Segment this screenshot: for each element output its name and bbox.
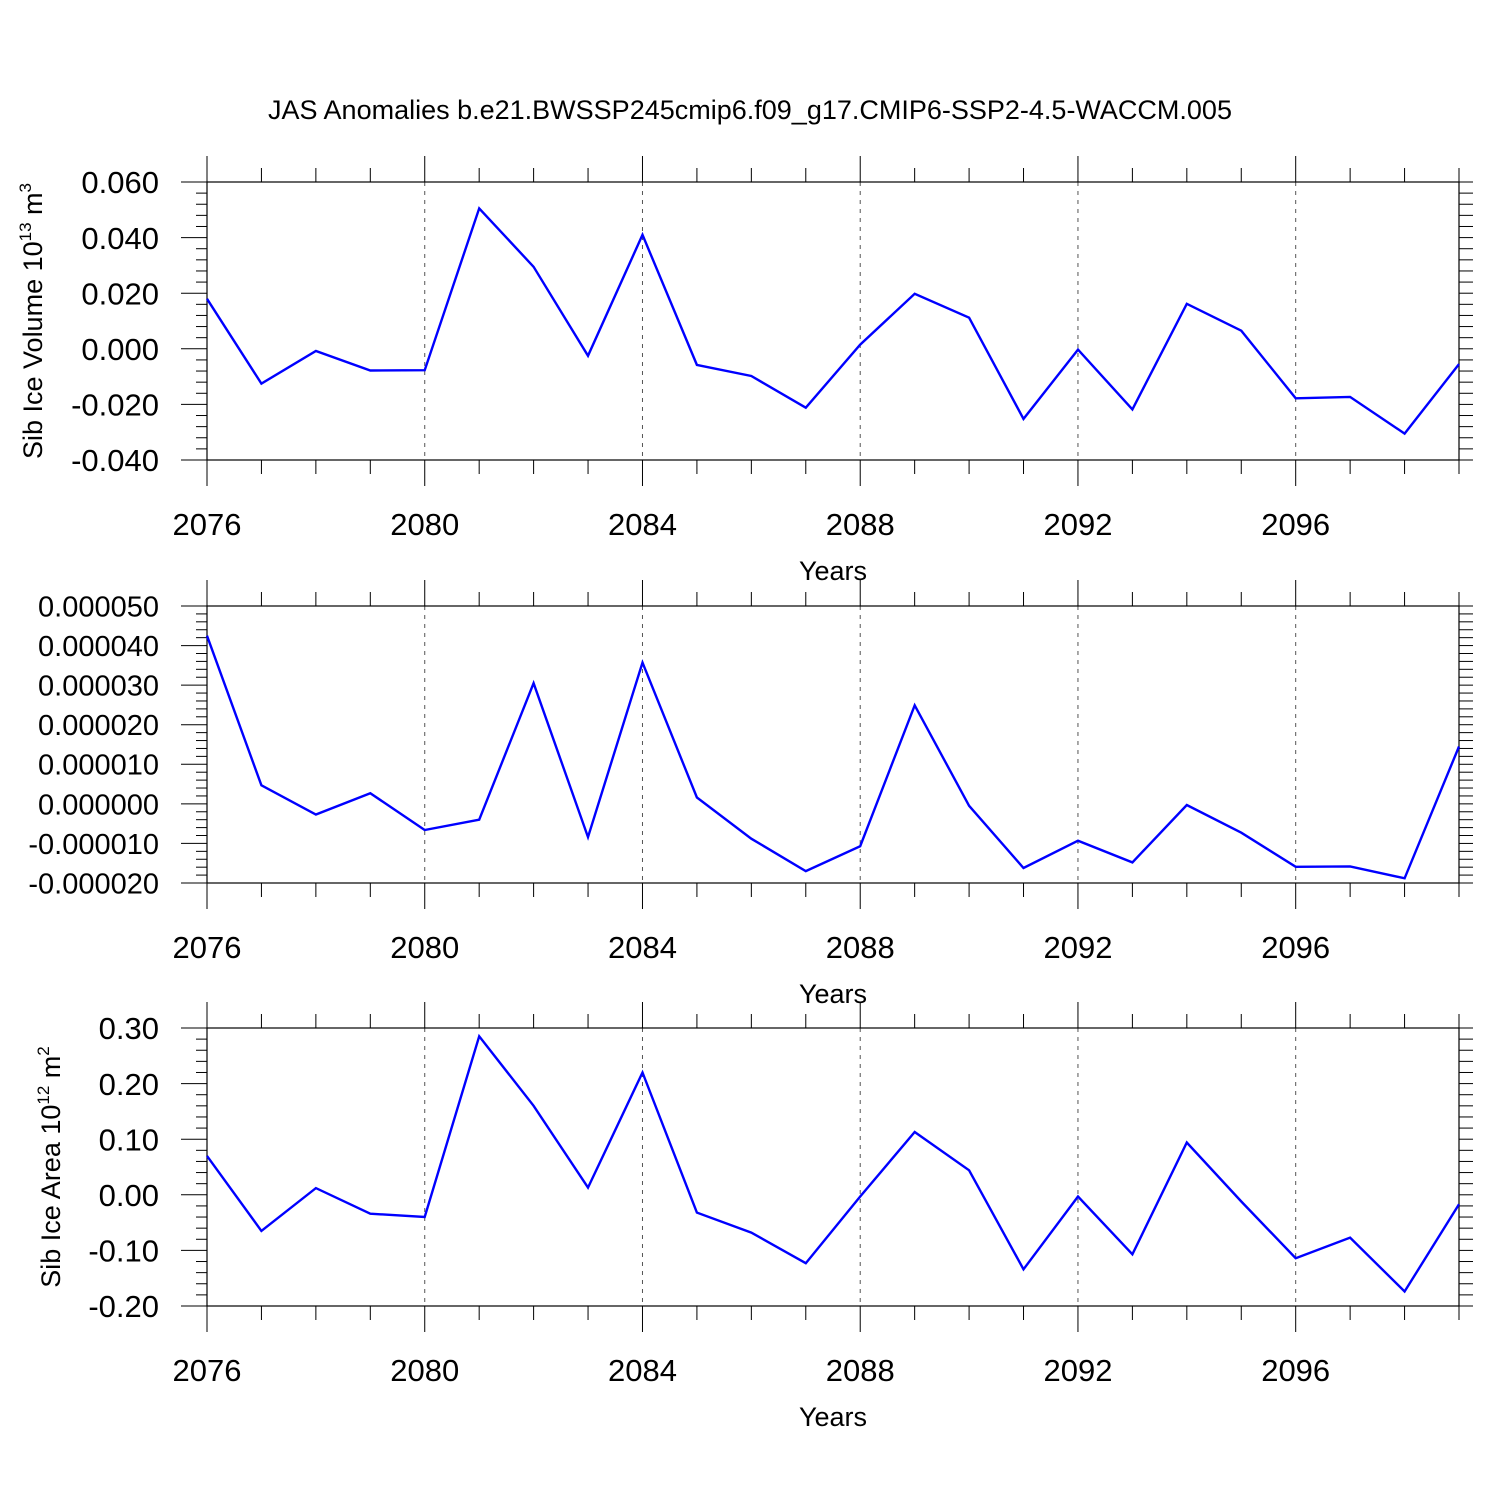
x-tick-label: 2088 <box>826 507 895 542</box>
y-tick-label: 0.000030 <box>38 671 159 703</box>
x-tick-label: 2092 <box>1043 507 1112 542</box>
panels: -0.040 -0.020 0.000 0.020 0.040 0.060 2076 2080… <box>16 156 1473 1432</box>
x-tick-label: 2088 <box>826 1353 895 1388</box>
x-tick-label: 2096 <box>1261 507 1330 542</box>
x-tick-label: 2080 <box>390 507 459 542</box>
y-tick-label: 0.000020 <box>38 710 159 742</box>
x-tick-label: 2092 <box>1043 1353 1112 1388</box>
y-axis-label: Sib Ice Area 1012 m2 <box>34 1046 66 1288</box>
y-tick-label: 0.000010 <box>38 750 159 782</box>
chart-panel-2: -0.000020 -0.000010 0.000000 0.000010 0.0000… <box>28 580 1473 1009</box>
y-tick-label: -0.040 <box>71 443 159 478</box>
chart-panel-1: -0.040 -0.020 0.000 0.020 0.040 0.060 2076 2080… <box>16 156 1473 586</box>
y-tick-label: 0.040 <box>81 221 159 256</box>
x-tick-label: 2096 <box>1261 1353 1330 1388</box>
series-line <box>205 206 1460 436</box>
y-tick-label: 0.00 <box>99 1178 159 1213</box>
x-axis-label: Years <box>799 979 867 1009</box>
y-tick-label: 0.000 <box>81 332 159 367</box>
y-tick-label: 0.000040 <box>38 631 159 663</box>
figure-title: JAS Anomalies b.e21.BWSSP245cmip6.f09_g1… <box>268 95 1232 125</box>
y-tick-label: -0.020 <box>71 388 159 423</box>
x-tick-label: 2076 <box>173 507 242 542</box>
x-tick-label: 2080 <box>390 930 459 965</box>
y-tick-label: -0.10 <box>88 1234 159 1269</box>
x-axis-label: Years <box>799 556 867 586</box>
y-tick-label: -0.20 <box>88 1289 159 1324</box>
x-tick-label: 2076 <box>173 1353 242 1388</box>
x-axis-label: Years <box>799 1402 867 1432</box>
series-line <box>206 1033 1461 1294</box>
x-tick-label: 2084 <box>608 507 677 542</box>
y-tick-label: 0.20 <box>99 1067 159 1102</box>
y-tick-label: 0.30 <box>99 1011 159 1046</box>
y-tick-label: 0.000000 <box>38 789 159 821</box>
y-axis-label: Sib Ice Volume 1013 m3 <box>16 183 48 459</box>
plot-frame <box>206 605 1460 884</box>
x-tick-label: 2080 <box>390 1353 459 1388</box>
plot-frame <box>206 1027 1460 1307</box>
x-tick-label: 2084 <box>608 930 677 965</box>
y-tick-label: 0.060 <box>81 165 159 200</box>
plot-frame <box>206 181 1460 461</box>
y-tick-label: -0.000020 <box>28 868 159 900</box>
x-tick-label: 2084 <box>608 1353 677 1388</box>
y-tick-label: 0.10 <box>99 1122 159 1157</box>
x-tick-label: 2088 <box>826 930 895 965</box>
y-tick-label: 0.020 <box>81 276 159 311</box>
y-tick-label: 0.000050 <box>38 591 159 623</box>
chart-panel-3: -0.20 -0.10 0.00 0.10 0.20 0.30 2076 2080 2084 20… <box>34 1002 1473 1432</box>
x-tick-label: 2076 <box>173 930 242 965</box>
series-line <box>205 635 1461 880</box>
y-tick-label: -0.000010 <box>28 829 159 861</box>
x-tick-label: 2092 <box>1043 930 1112 965</box>
x-tick-label: 2096 <box>1261 930 1330 965</box>
